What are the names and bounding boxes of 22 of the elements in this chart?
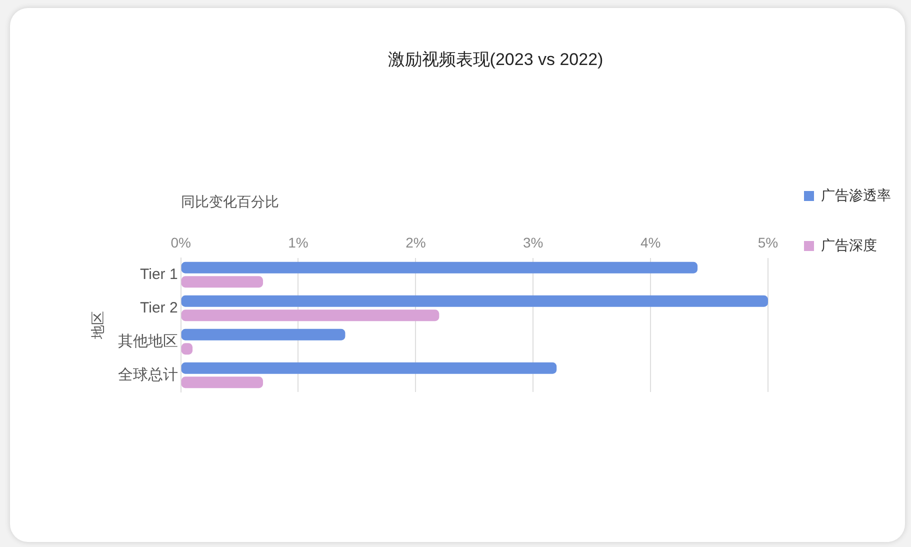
x-tick-label: 5%: [758, 234, 778, 250]
chart-title: 激励视频表现(2023 vs 2022): [388, 50, 604, 69]
y-tick-label: 全球总计: [118, 366, 178, 384]
bar: [181, 276, 264, 288]
x-tick-label: 3%: [523, 234, 544, 250]
x-tick-label: 4%: [640, 234, 661, 250]
legend-label: 广告深度: [821, 236, 877, 253]
x-tick-label: 2%: [406, 234, 426, 250]
legend-label: 广告渗透率: [821, 186, 891, 203]
bar: [181, 310, 440, 322]
y-tick-label: Tier 2: [140, 299, 178, 316]
bar: [181, 376, 264, 388]
x-tick-label: 1%: [288, 234, 308, 250]
bar: [181, 262, 698, 274]
bar: [181, 362, 557, 374]
y-axis-title: 地区: [89, 311, 106, 340]
y-tick-label: 其他地区: [118, 332, 178, 350]
bar: [181, 295, 768, 307]
x-axis-title: 同比变化百分比: [180, 194, 279, 210]
y-tick-label: Tier 1: [140, 266, 178, 283]
x-tick-label: 0%: [170, 234, 191, 250]
bar: [181, 328, 346, 340]
